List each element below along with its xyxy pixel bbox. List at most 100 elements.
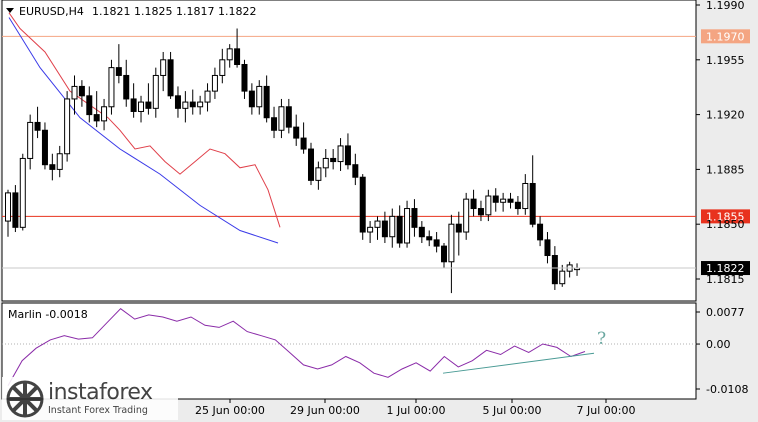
candle-body: [86, 95, 93, 116]
candle-body: [307, 148, 314, 181]
candle-body: [101, 106, 108, 122]
indicator-tick-label: 0.00: [706, 338, 731, 351]
candle-body: [418, 226, 425, 238]
candle-body: [507, 198, 514, 203]
candle-body: [330, 157, 337, 163]
candle-body: [433, 239, 440, 247]
candle-body: [12, 192, 19, 228]
level-price-label: 1.1970: [706, 30, 745, 43]
price-tick-label: 1.1990: [706, 0, 745, 12]
candle-body: [559, 270, 566, 285]
candle-body: [108, 67, 115, 108]
candle-body: [248, 90, 255, 108]
price-tick-label: 1.1815: [706, 273, 745, 286]
indicator-tick-label: 0.0077: [706, 306, 745, 319]
candle-body: [426, 236, 433, 241]
candle-body: [5, 192, 11, 222]
candle-body: [455, 223, 462, 233]
candle-body: [463, 198, 470, 233]
marlin-trendline[interactable]: [442, 352, 595, 374]
watermark-subtitle: Instant Forex Trading: [48, 404, 148, 416]
candle-body: [130, 98, 137, 112]
candle-body: [174, 95, 181, 109]
current-price-label: 1.1822: [706, 262, 745, 275]
candle-body: [529, 182, 536, 225]
candle-body: [411, 208, 418, 228]
candle-body: [219, 59, 226, 76]
candle-body: [367, 226, 374, 233]
candle-body: [337, 145, 344, 163]
price-axis: 1.19901.19551.19201.18851.18501.18151.18…: [2, 0, 750, 286]
candle-body: [256, 85, 263, 108]
candle-body: [544, 239, 551, 257]
candle-body: [226, 48, 233, 61]
candle-body: [396, 215, 403, 244]
candle-body: [27, 121, 34, 159]
candle-body: [56, 153, 63, 170]
time-tick-label: 29 Jun 00:00: [290, 404, 360, 417]
time-tick-label: 5 Jul 00:00: [483, 404, 542, 417]
candle-body: [537, 223, 544, 241]
price-tick-label: 1.1850: [706, 218, 745, 231]
candle-body: [211, 74, 218, 92]
candle-body: [477, 208, 484, 216]
price-tick-label: 1.1885: [706, 163, 745, 176]
candle-body: [182, 101, 189, 109]
ma-series: [8, 17, 279, 244]
price-tick-label: 1.1955: [706, 54, 745, 67]
candle-body: [470, 198, 477, 210]
candle-body: [263, 85, 270, 119]
candle-body: [278, 106, 285, 131]
candle-body: [189, 101, 196, 108]
level-price-label: 1.1855: [706, 210, 745, 223]
watermark: instaforex Instant Forex Trading: [2, 377, 178, 420]
candle-body: [123, 74, 130, 100]
price-tick-label: 1.1920: [706, 109, 745, 122]
candle-body: [71, 85, 78, 100]
candles: [5, 28, 581, 294]
level-price-tag: [701, 209, 750, 224]
candle-body: [359, 176, 366, 233]
candle-body: [145, 101, 152, 109]
dropdown-arrow-icon[interactable]: [6, 8, 14, 13]
envelope-series: [8, 12, 281, 228]
candle-body: [514, 201, 521, 210]
candle-body: [492, 195, 499, 203]
candle-body: [285, 106, 292, 128]
marlin-series: [7, 308, 586, 386]
candle-body: [374, 220, 381, 228]
candle-body: [93, 114, 100, 122]
candle-body: [49, 164, 56, 170]
question-annotation: ?: [597, 329, 606, 349]
candle-body: [41, 129, 48, 166]
candle-body: [64, 98, 71, 155]
time-axis: 25 Jun 00:00 29 Jun 00:00 1 Jul 00:00 5 Jul…: [195, 399, 635, 417]
candle-body: [152, 74, 159, 109]
candle-body: [167, 59, 174, 97]
candle-body: [448, 223, 455, 263]
candle-body: [271, 117, 278, 131]
candle-body: [315, 167, 322, 181]
indicator-tick-label: -0.0108: [706, 383, 748, 396]
candle-body: [300, 137, 307, 150]
candle-body: [322, 157, 329, 169]
candle-body: [78, 85, 85, 97]
candle-body: [522, 182, 529, 210]
candle-body: [19, 157, 26, 228]
indicator-label: Marlin -0.0018: [8, 308, 88, 321]
candle-body: [160, 59, 167, 76]
ohlc-readout: 1.1821 1.1825 1.1817 1.1822: [92, 5, 256, 18]
time-tick-label: 1 Jul 00:00: [387, 404, 446, 417]
candle-body: [115, 67, 122, 76]
horizontal-levels: 1.1970 1.1855: [2, 29, 750, 224]
candle-body: [138, 101, 145, 112]
candle-body: [404, 208, 411, 244]
candle-body: [441, 245, 448, 263]
candle-body: [344, 145, 351, 166]
candle-body: [241, 63, 248, 92]
indicator-axis: 0.0077 0.00 -0.0108: [2, 306, 748, 396]
candle-body: [204, 90, 211, 103]
candle-body: [34, 121, 41, 131]
envelope-line: [8, 12, 281, 228]
